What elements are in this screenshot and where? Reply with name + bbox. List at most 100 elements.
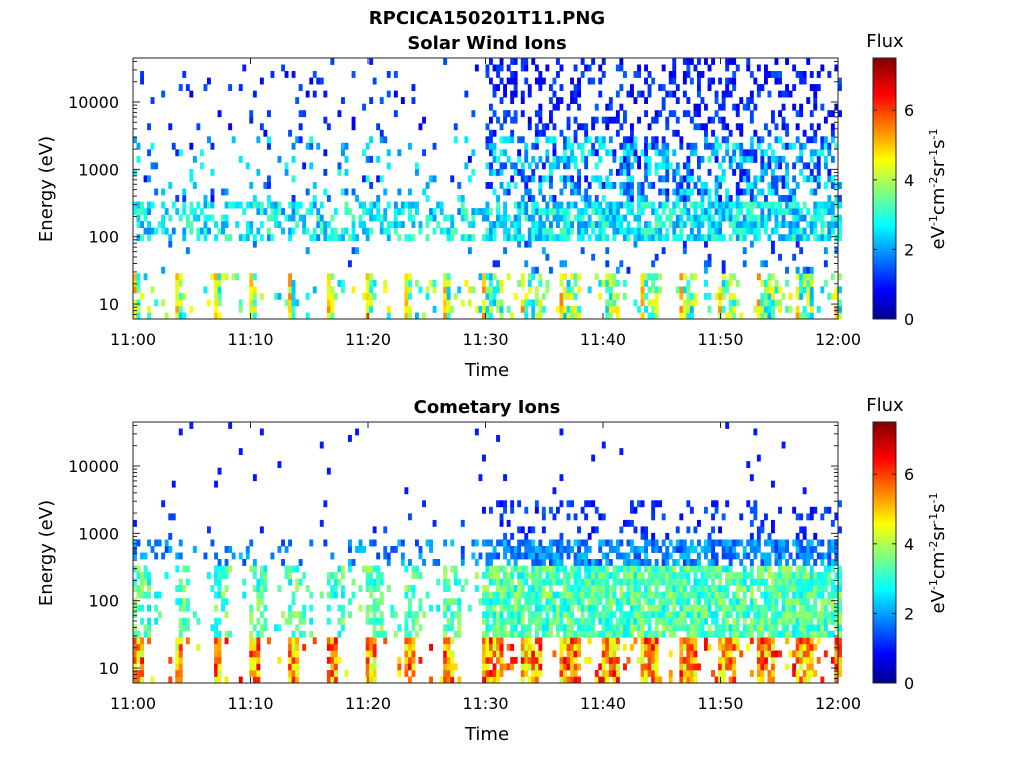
spectrogram-cell bbox=[686, 637, 691, 645]
spectrogram-cell bbox=[661, 617, 666, 625]
spectrogram-cell bbox=[510, 162, 515, 170]
spectrogram-cell bbox=[563, 591, 567, 599]
spectrogram-cell bbox=[598, 585, 603, 592]
spectrogram-cell bbox=[182, 195, 187, 202]
spectrogram-cell bbox=[682, 110, 687, 118]
spectrogram-cell bbox=[746, 182, 751, 189]
spectrogram-cell bbox=[834, 552, 839, 560]
spectrogram-cell bbox=[697, 58, 701, 65]
spectrogram-cell bbox=[640, 663, 645, 671]
spectrogram-cell bbox=[788, 604, 793, 612]
spectrogram-cell bbox=[612, 149, 617, 157]
spectrogram-cell bbox=[573, 90, 578, 98]
spectrogram-cell bbox=[415, 162, 419, 170]
spectrogram-cell bbox=[721, 630, 726, 638]
spectrogram-cell bbox=[834, 611, 839, 619]
spectrogram-cell bbox=[682, 676, 687, 684]
spectrogram-cell bbox=[369, 299, 374, 307]
spectrogram-cell bbox=[496, 64, 500, 72]
spectrogram-cell bbox=[189, 168, 194, 176]
spectrogram-cell bbox=[559, 650, 564, 658]
spectrogram-cell bbox=[404, 279, 409, 287]
spectrogram-cell bbox=[749, 227, 754, 235]
spectrogram-cell bbox=[781, 155, 786, 163]
spectrogram-cell bbox=[531, 565, 536, 573]
spectrogram-cell bbox=[249, 227, 254, 235]
spectrogram-cell bbox=[725, 195, 730, 202]
spectrogram-cell bbox=[693, 208, 698, 215]
spectrogram-cell bbox=[140, 663, 144, 671]
spectrogram-cell bbox=[485, 539, 490, 547]
spectrogram-cell bbox=[675, 598, 680, 606]
spectrogram-cell bbox=[806, 234, 811, 242]
spectrogram-cell bbox=[806, 598, 811, 606]
spectrogram-cell bbox=[499, 578, 504, 586]
spectrogram-cell bbox=[499, 221, 504, 228]
spectrogram-cell bbox=[689, 611, 694, 619]
spectrogram-cell bbox=[333, 572, 338, 579]
spectrogram-cell bbox=[739, 129, 744, 137]
spectrogram-cell bbox=[563, 305, 567, 313]
spectrogram-cell bbox=[281, 539, 285, 547]
spectrogram-cell bbox=[795, 214, 800, 222]
spectrogram-cell bbox=[739, 234, 744, 242]
spectrogram-cell bbox=[718, 578, 722, 586]
spectrogram-cell bbox=[619, 142, 624, 150]
spectrogram-cell bbox=[489, 162, 493, 170]
spectrogram-cell bbox=[700, 617, 705, 625]
spectrogram-cell bbox=[136, 305, 141, 313]
spectrogram-cell bbox=[728, 312, 733, 320]
spectrogram-cell bbox=[700, 214, 705, 222]
spectrogram-cell bbox=[267, 637, 271, 645]
spectrogram-cell bbox=[647, 201, 652, 209]
spectrogram-cell bbox=[249, 565, 254, 573]
spectrogram-cell bbox=[485, 208, 490, 215]
spectrogram-cell bbox=[584, 572, 589, 579]
spectrogram-cell bbox=[739, 162, 744, 170]
spectrogram-cell bbox=[573, 129, 578, 137]
spectrogram-cell bbox=[802, 552, 807, 560]
spectrogram-cell bbox=[584, 208, 589, 215]
spectrogram-cell bbox=[714, 565, 719, 573]
spectrogram-cell bbox=[756, 604, 761, 612]
spectrogram-cell bbox=[496, 201, 500, 209]
spectrogram-cell bbox=[626, 142, 631, 150]
spectrogram-cell bbox=[365, 611, 370, 619]
spectrogram-cell bbox=[587, 559, 592, 566]
spectrogram-cell bbox=[598, 214, 603, 222]
spectrogram-cell bbox=[809, 149, 814, 157]
spectrogram-cell bbox=[344, 201, 349, 209]
spectrogram-cell bbox=[598, 559, 603, 566]
spectrogram-cell bbox=[714, 292, 719, 300]
spectrogram-cell bbox=[492, 676, 497, 684]
x-tick-label: 11:30 bbox=[462, 330, 508, 349]
spectrogram-cell bbox=[834, 64, 839, 72]
spectrogram-cell bbox=[319, 519, 324, 527]
spectrogram-cell bbox=[224, 201, 229, 209]
spectrogram-cell bbox=[489, 221, 493, 228]
spectrogram-cell bbox=[838, 227, 842, 235]
spectrogram-cell bbox=[506, 617, 511, 625]
spectrogram-cell bbox=[735, 572, 740, 579]
spectrogram-cell bbox=[816, 208, 821, 215]
spectrogram-cell bbox=[467, 286, 472, 294]
spectrogram-cell bbox=[397, 539, 402, 547]
spectrogram-cell bbox=[358, 221, 363, 228]
spectrogram-cell bbox=[482, 234, 486, 242]
spectrogram-cell bbox=[295, 299, 300, 307]
spectrogram-cell bbox=[830, 585, 835, 592]
spectrogram-cell bbox=[802, 565, 807, 573]
spectrogram-cell bbox=[150, 97, 155, 104]
spectrogram-cell bbox=[154, 552, 159, 560]
spectrogram-cell bbox=[556, 552, 560, 560]
spectrogram-cell bbox=[658, 546, 663, 553]
spectrogram-cell bbox=[644, 110, 648, 118]
spectrogram-cell bbox=[746, 149, 751, 157]
spectrogram-cell bbox=[718, 234, 722, 242]
spectrogram-cell bbox=[411, 670, 416, 677]
spectrogram-cell bbox=[577, 552, 581, 560]
spectrogram-cell bbox=[489, 637, 493, 645]
spectrogram-cell bbox=[711, 617, 715, 625]
spectrogram-cell bbox=[830, 214, 835, 222]
spectrogram-cell bbox=[679, 552, 684, 560]
